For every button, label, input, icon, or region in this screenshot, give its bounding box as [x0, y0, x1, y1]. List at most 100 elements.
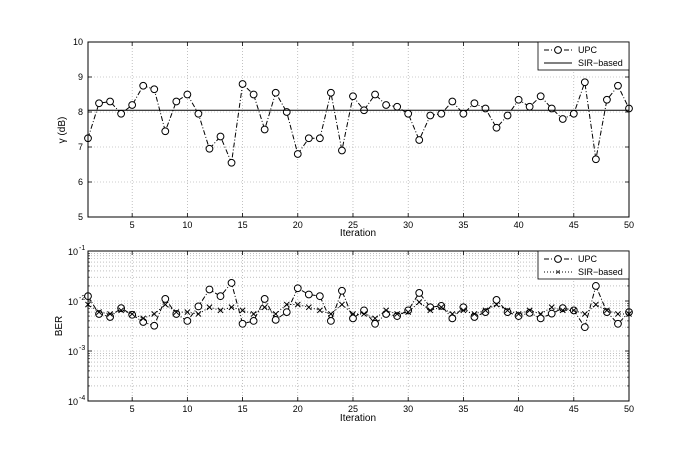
ber-ytick-label: 10 [68, 247, 78, 257]
ber-sir-point-stroke [140, 315, 147, 322]
ber-sir-point-stroke [460, 307, 467, 314]
ber-sir-point [250, 311, 257, 317]
ber-xtick-label: 50 [624, 404, 634, 414]
gamma-upc-point [172, 97, 181, 106]
ber-upc-point [183, 316, 192, 325]
gamma-xtick-label: 45 [569, 220, 579, 230]
ber-upc-point [481, 308, 490, 316]
ber-sir-point-stroke [129, 311, 136, 317]
ber-xtick-label: 15 [238, 404, 248, 414]
ber-sir-point-stroke [316, 307, 323, 314]
gamma-upc-point [216, 132, 225, 141]
ber-sir-point [493, 301, 500, 308]
ber-sir-point [504, 307, 511, 314]
gamma-upc-point [161, 127, 170, 136]
ber-series-sir-line [87, 301, 629, 319]
ber-upc-point [503, 308, 512, 316]
ber-legend-sir-marker: × [555, 267, 560, 277]
ber-upc-point [415, 289, 424, 297]
ber-sir-point-stroke [294, 301, 301, 308]
ber-sir-point [515, 311, 522, 317]
ber-sir-point-stroke [493, 301, 500, 308]
ber-upc-point [426, 303, 435, 312]
ber-sir-point-stroke [151, 311, 158, 317]
gamma-ytick-label: 5 [78, 212, 83, 222]
ber-xtick-label: 45 [569, 404, 579, 414]
ber-sir-point [615, 311, 621, 317]
ber-legend-sir-label: SIR−based [578, 267, 623, 277]
ber-sir-point [372, 315, 379, 322]
ber-xtick-label: 40 [514, 404, 524, 414]
gamma-plot-frame [87, 41, 630, 218]
ber-sir-point [96, 309, 102, 316]
gamma-upc-point [117, 109, 126, 118]
ber-sir-point-stroke [570, 307, 577, 314]
ber-sir-point [140, 315, 147, 322]
ber-ytick-exponent: -1 [79, 245, 85, 252]
gamma-upc-point [547, 104, 556, 113]
ber-sir-point-stroke [559, 307, 566, 314]
ber-upc-point [128, 310, 137, 319]
gamma-legend-upc-label: UPC [578, 45, 598, 55]
ber-upc-point [580, 323, 589, 332]
ber-sir-point-stroke [537, 311, 544, 317]
gamma-xtick-label: 50 [624, 220, 634, 230]
gamma-upc-point [404, 109, 413, 118]
ber-sir-point-stroke [361, 311, 367, 317]
ber-sir-point-stroke [471, 311, 478, 317]
ber-sir-point-stroke [615, 311, 621, 317]
ber-sir-point-stroke [603, 307, 610, 314]
ber-upc-point [492, 296, 501, 304]
gamma-upc-point [503, 111, 512, 120]
ber-upc-point [161, 295, 170, 303]
ber-upc-point [249, 316, 258, 325]
ber-sir-point [338, 301, 345, 308]
ber-upc-point [304, 290, 313, 299]
gamma-series-upc-line [87, 82, 630, 165]
ber-legend-upc-marker [554, 255, 562, 263]
ber-sir-point-stroke [228, 304, 235, 311]
ber-sir-point-stroke [548, 304, 555, 311]
ber-sir-point-stroke [427, 307, 434, 314]
ber-sir-point [394, 311, 401, 317]
ber-sir-point [327, 311, 334, 317]
ber-sir-point-stroke [239, 307, 246, 314]
ber-sir-point-stroke [394, 311, 401, 317]
ber-upc-point [205, 285, 214, 294]
ber-sir-point-stroke [250, 311, 257, 317]
gamma-upc-point [536, 92, 545, 101]
ber-sir-point-stroke [118, 307, 125, 314]
ber-sir-point [427, 307, 434, 314]
gamma-xtick-label: 30 [403, 220, 413, 230]
gamma-upc-point [349, 92, 357, 101]
ber-upc-point [238, 319, 247, 328]
ber-sir-point [305, 304, 312, 311]
gamma-upc-point [426, 111, 435, 120]
gamma-upc-point [470, 99, 479, 108]
ber-sir-point [195, 311, 202, 317]
ber-legend: UPC × SIR−based [537, 250, 630, 280]
ber-upc-point [349, 314, 357, 323]
ber-xtick-label: 35 [458, 404, 468, 414]
ber-sir-point-stroke [438, 304, 445, 311]
ber-upc-point [338, 286, 346, 295]
ber-sir-point [460, 307, 467, 314]
gamma-upc-point [603, 95, 611, 104]
ber-sir-point-stroke [96, 309, 102, 316]
ber-upc-point [614, 319, 622, 328]
ber-sir-point-stroke [206, 304, 213, 311]
gamma-legend-box [537, 41, 630, 71]
ber-sir-point [449, 311, 456, 317]
ber-ytick-exponent: -2 [79, 295, 85, 302]
gamma-ylabel: γ (dB) [57, 117, 68, 144]
ber-upc-point [227, 279, 236, 287]
gamma-upc-point [238, 80, 247, 88]
ber-sir-point [261, 304, 268, 311]
ber-sir-point-stroke [261, 304, 268, 311]
gamma-upc-point [293, 150, 302, 158]
gamma-upc-point [304, 134, 313, 143]
ber-sir-point-stroke [195, 311, 202, 317]
ber-ytick-label: 10 [68, 397, 78, 407]
gamma-ticks: 5 10 15 20 25 30 35 40 45 50 5 6 7 8 9 10 [73, 37, 634, 230]
